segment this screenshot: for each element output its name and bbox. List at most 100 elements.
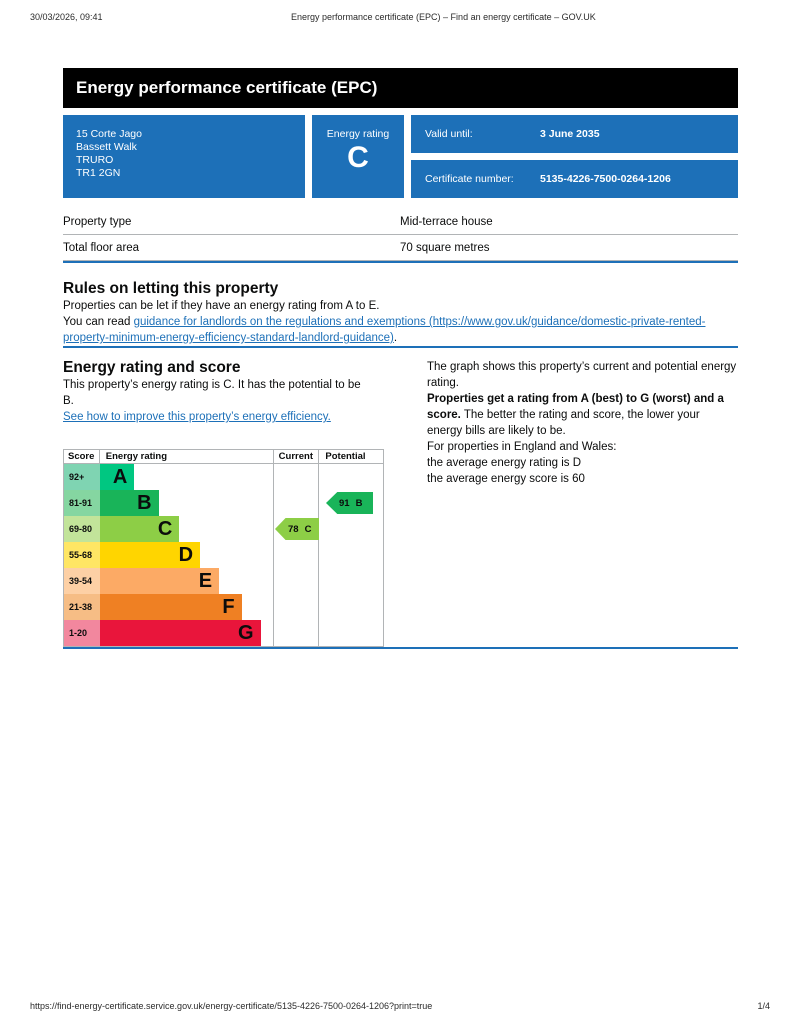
valid-until-label: Valid until: bbox=[425, 128, 473, 140]
table-row: Property type Mid-terrace house bbox=[63, 209, 738, 235]
address-line-4: TR1 2GN bbox=[76, 167, 121, 179]
guidance-text-prefix: You can read bbox=[63, 316, 134, 328]
improve-link-paragraph: See how to improve this property’s energ… bbox=[63, 409, 363, 425]
landlord-guidance-paragraph: You can read guidance for landlords on t… bbox=[63, 314, 738, 346]
section-divider bbox=[63, 261, 738, 263]
band-bar-track: C bbox=[99, 516, 273, 542]
band-bar-track: G bbox=[99, 620, 273, 646]
current-column-cell bbox=[272, 464, 319, 490]
band-bar-track: E bbox=[99, 568, 273, 594]
band-bar-track: B bbox=[99, 490, 273, 516]
rating-explanation-bold: Properties get a rating from A (best) to… bbox=[427, 393, 724, 421]
epc-rating-graph: Score Energy rating Current Potential 92… bbox=[63, 449, 384, 647]
band-score-range: 92+ bbox=[64, 464, 100, 490]
potential-column-cell bbox=[318, 594, 383, 620]
energy-rating-label: Energy rating bbox=[326, 128, 390, 140]
property-address: 15 Corte Jago Bassett Walk TRURO TR1 2GN bbox=[63, 115, 305, 198]
potential-column-cell bbox=[318, 542, 383, 568]
current-score: 78 bbox=[288, 523, 299, 535]
property-type-value: Mid-terrace house bbox=[400, 216, 493, 228]
band-score-range: 21-38 bbox=[64, 594, 100, 620]
average-rating-line: the average energy rating is D bbox=[427, 457, 582, 469]
floor-area-value: 70 square metres bbox=[400, 242, 490, 254]
band-letter: D bbox=[178, 544, 194, 566]
address-line-2: Bassett Walk bbox=[76, 141, 137, 153]
rating-band-f: 21-38 F bbox=[64, 594, 383, 620]
improve-efficiency-link[interactable]: See how to improve this property’s energ… bbox=[63, 411, 331, 423]
certificate-number-box: Certificate number: 5135-4226-7500-0264-… bbox=[411, 160, 738, 198]
rating-band-a: 92+ A bbox=[64, 464, 383, 490]
epc-banner: Energy performance certificate (EPC) bbox=[63, 68, 738, 108]
band-letter: G bbox=[238, 622, 254, 644]
current-column-cell bbox=[272, 620, 319, 646]
rating-band-d: 55-68 D bbox=[64, 542, 383, 568]
band-letter: C bbox=[157, 518, 173, 540]
rating-summary-text: This property’s energy rating is C. It h… bbox=[63, 379, 361, 407]
potential-letter: B bbox=[355, 497, 363, 509]
band-score-range: 55-68 bbox=[64, 542, 100, 568]
band-letter: A bbox=[112, 466, 128, 488]
current-column-cell bbox=[272, 490, 319, 516]
band-score-range: 69-80 bbox=[64, 516, 100, 542]
print-footer-url: https://find-energy-certificate.service.… bbox=[30, 1001, 433, 1011]
chart-header-potential: Potential bbox=[318, 450, 383, 463]
current-rating-arrow: 78 C bbox=[275, 518, 319, 540]
valid-until-box: Valid until: 3 June 2035 bbox=[411, 115, 738, 153]
potential-rating-arrow: 91 B bbox=[326, 492, 373, 514]
guidance-text-suffix: . bbox=[393, 332, 398, 344]
letting-rules-heading: Rules on letting this property bbox=[63, 280, 279, 297]
valid-until-value: 3 June 2035 bbox=[540, 128, 600, 140]
rating-section-heading: Energy rating and score bbox=[63, 359, 241, 376]
rating-section-right: The graph shows this property’s current … bbox=[427, 359, 738, 647]
certificate-number-value: 5135-4226-7500-0264-1206 bbox=[540, 173, 671, 185]
band-bar-track: A bbox=[99, 464, 273, 490]
section-divider bbox=[63, 647, 738, 649]
page-title: Energy performance certificate (EPC) bbox=[76, 78, 378, 97]
rating-section: Energy rating and score This property’s … bbox=[63, 359, 738, 647]
potential-score: 91 bbox=[339, 497, 350, 509]
averages-text: the average energy rating is D the avera… bbox=[427, 455, 738, 487]
energy-rating-value: C bbox=[347, 141, 369, 174]
property-facts-table: Property type Mid-terrace house Total fl… bbox=[63, 209, 738, 261]
print-datetime: 30/03/2026, 09:41 bbox=[30, 12, 103, 22]
potential-column-cell bbox=[318, 516, 383, 542]
band-score-range: 1-20 bbox=[64, 620, 100, 646]
property-type-label: Property type bbox=[63, 216, 132, 228]
rating-section-left: Energy rating and score This property’s … bbox=[63, 359, 393, 647]
band-score-range: 81-91 bbox=[64, 490, 100, 516]
current-column-cell bbox=[272, 516, 319, 542]
print-page-indicator: 1/4 bbox=[757, 1001, 770, 1011]
band-score-range: 39-54 bbox=[64, 568, 100, 594]
landlord-guidance-link[interactable]: guidance for landlords on the regulation… bbox=[63, 316, 706, 344]
rating-explanation-normal: The better the rating and score, the low… bbox=[427, 409, 700, 437]
potential-column-cell bbox=[318, 464, 383, 490]
certificate-number-label: Certificate number: bbox=[425, 173, 514, 185]
chart-header-row: Score Energy rating Current Potential bbox=[64, 450, 383, 464]
chart-header-current: Current bbox=[272, 450, 319, 463]
rating-band-b: 81-91 B bbox=[64, 490, 383, 516]
energy-rating-box: Energy rating C bbox=[312, 115, 404, 198]
rating-explanation-text: Properties get a rating from A (best) to… bbox=[427, 391, 738, 439]
band-bar-track: D bbox=[99, 542, 273, 568]
current-column-cell bbox=[272, 594, 319, 620]
average-score-line: the average energy score is 60 bbox=[427, 473, 585, 485]
band-letter: E bbox=[198, 570, 213, 592]
validity-column: Valid until: 3 June 2035 Certificate num… bbox=[411, 115, 738, 198]
certificate-summary: 15 Corte Jago Bassett Walk TRURO TR1 2GN… bbox=[63, 115, 738, 198]
certificate-page: Energy performance certificate (EPC) 15 … bbox=[63, 68, 738, 649]
england-wales-text: For properties in England and Wales: bbox=[427, 441, 617, 453]
chart-body: 92+ A 81-91 B 69-80 C bbox=[64, 464, 383, 646]
address-line-3: TRURO bbox=[76, 154, 114, 166]
rating-band-e: 39-54 E bbox=[64, 568, 383, 594]
address-line-1: 15 Corte Jago bbox=[76, 128, 142, 140]
letting-rules-text: Properties can be let if they have an en… bbox=[63, 300, 380, 312]
chart-header-rating: Energy rating bbox=[105, 451, 168, 462]
potential-column-cell bbox=[318, 568, 383, 594]
floor-area-label: Total floor area bbox=[63, 242, 140, 254]
graph-description-text: The graph shows this property’s current … bbox=[427, 361, 737, 389]
band-letter: B bbox=[137, 492, 152, 514]
rating-band-g: 1-20 G bbox=[64, 620, 383, 646]
current-letter: C bbox=[304, 523, 312, 535]
section-divider bbox=[63, 346, 738, 348]
potential-column-cell bbox=[318, 490, 383, 516]
